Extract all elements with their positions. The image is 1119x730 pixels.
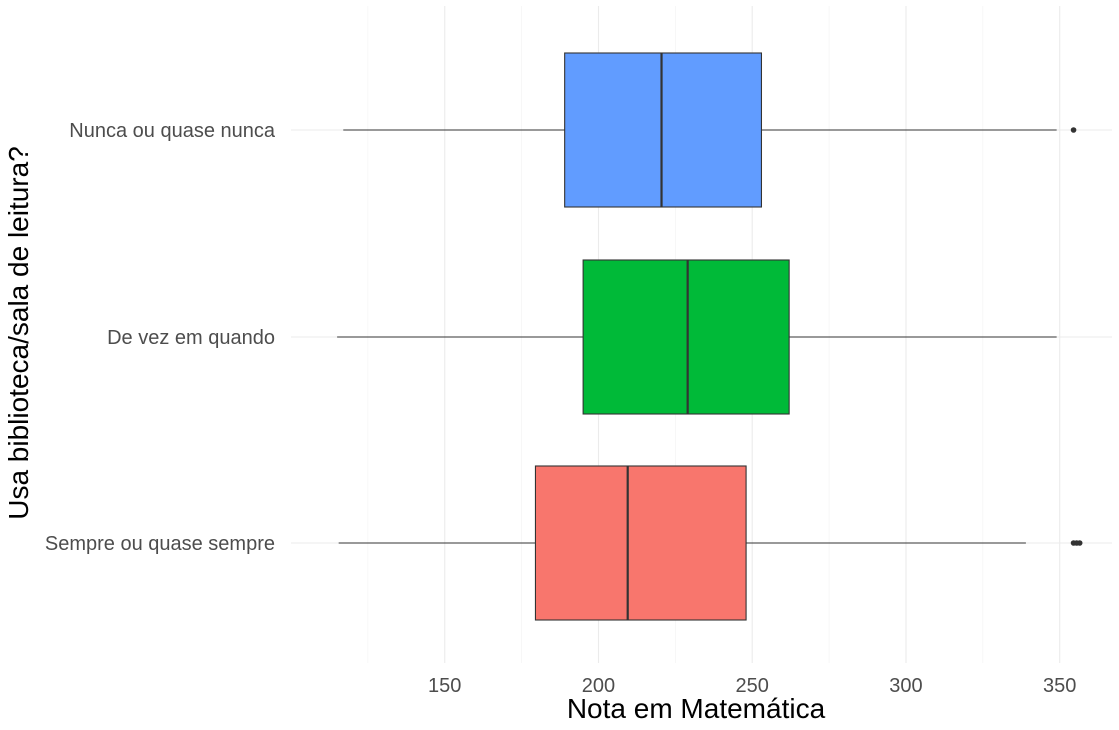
y-axis-title: Usa biblioteca/sala de leitura?: [3, 146, 34, 520]
x-tick-label: 350: [1043, 675, 1076, 697]
iqr-box: [564, 52, 763, 208]
x-tick-label: 200: [582, 675, 615, 697]
boxes-layer: [337, 52, 1083, 621]
y-category-label: Nunca ou quase nunca: [69, 120, 276, 142]
box-group: [343, 52, 1077, 208]
y-category-label: De vez em quando: [107, 327, 275, 349]
x-axis-tick-labels: 150 200 250 300 350: [428, 675, 1076, 697]
outlier-point: [1070, 127, 1077, 133]
box-group: [338, 465, 1083, 621]
iqr-box: [582, 259, 790, 415]
x-axis-title: Nota em Matemática: [567, 693, 826, 724]
x-tick-label: 250: [736, 675, 769, 697]
x-tick-label: 300: [889, 675, 922, 697]
outlier-point: [1076, 540, 1083, 546]
box-group: [337, 259, 1057, 415]
y-category-label: Sempre ou quase sempre: [45, 533, 275, 555]
x-tick-label: 150: [428, 675, 461, 697]
iqr-box: [534, 465, 747, 621]
y-axis-category-labels: Nunca ou quase nunca De vez em quando Semp…: [45, 120, 276, 555]
